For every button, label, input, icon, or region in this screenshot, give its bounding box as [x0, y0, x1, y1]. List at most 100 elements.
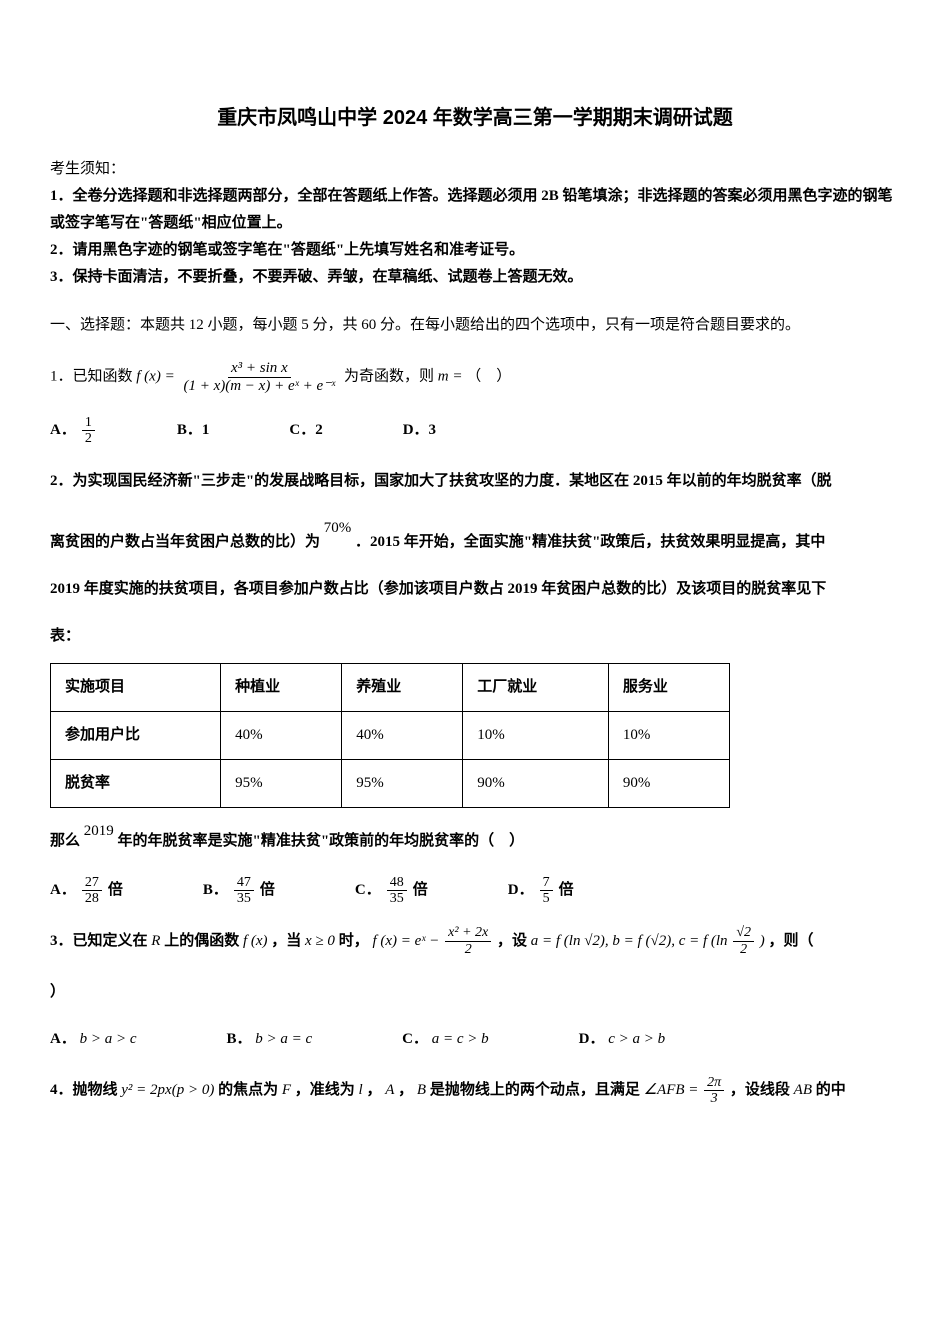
q3-last-frac: √2 2: [733, 925, 754, 957]
q3-options: A． b > a > c B． b > a = c C． a = c > b D…: [50, 1023, 900, 1056]
q1-stem-b: 为奇函数，则: [344, 368, 434, 384]
notice-head: 考生须知：: [50, 156, 900, 183]
q1-opt-a: A． 1 2: [50, 414, 97, 447]
q3-opt-d: D． c > a > b: [579, 1023, 666, 1056]
q2-opt-a-frac: 27 28: [82, 875, 102, 907]
q3-opt-b: B． b > a = c: [227, 1023, 313, 1056]
q1-fraction: x³ + sin x (1 + x)(m − x) + eˣ + e⁻ˣ: [180, 360, 338, 394]
q3-stem-g: ）: [50, 976, 900, 1009]
q3-lf-den: 2: [737, 942, 750, 957]
q2-line2: 离贫困的户数占当年贫困户总数的比）为 70% ．2015 年开始，全面实施"精准…: [50, 512, 900, 559]
q4-ang-den: 3: [708, 1091, 721, 1106]
q2-opt-a-num: 27: [82, 875, 102, 891]
page-title: 重庆市凤鸣山中学 2024 年数学高三第一学期期末调研试题: [50, 100, 900, 136]
q2-line4: 表：: [50, 620, 900, 653]
q3-stem-d: 时，: [339, 933, 369, 949]
q1-denominator: (1 + x)(m − x) + eˣ + e⁻ˣ: [180, 378, 338, 395]
q3-R: R: [151, 933, 160, 949]
q3-opt-d-label: D．: [579, 1031, 605, 1047]
q2-opt-a: A． 27 28 倍: [50, 875, 123, 907]
q1-numerator: x³ + sin x: [228, 360, 291, 378]
q3-fx: f (x): [243, 933, 268, 949]
q4-stem-e: ，: [398, 1082, 413, 1098]
q2-r2-3: 90%: [608, 760, 729, 808]
q2-year: 2019: [84, 823, 114, 839]
q1-opt-d: D．3: [403, 414, 436, 447]
table-row: 脱贫率 95% 95% 90% 90%: [51, 760, 730, 808]
q2-th-0: 实施项目: [51, 664, 221, 712]
q2-r2-2: 90%: [463, 760, 609, 808]
q2-opt-c-num: 48: [387, 875, 407, 891]
table-row: 实施项目 种植业 养殖业 工厂就业 服务业: [51, 664, 730, 712]
q2-r1-label: 参加用户比: [51, 712, 221, 760]
q4-ang-num: 2π: [704, 1075, 724, 1091]
q2-opt-a-suf: 倍: [108, 877, 123, 904]
q3-opt-b-expr: b > a = c: [255, 1031, 312, 1047]
q2-after-a: 那么: [50, 833, 80, 849]
q2-opt-a-den: 28: [82, 891, 102, 906]
q2-opt-d-suf: 倍: [559, 877, 574, 904]
q4-stem-a: 4．抛物线: [50, 1082, 118, 1098]
q3-opt-a-label: A．: [50, 1031, 76, 1047]
q3-opt-c-label: C．: [402, 1031, 428, 1047]
q4-stem-h: 的中: [816, 1082, 846, 1098]
q1-opt-a-den: 2: [82, 431, 95, 446]
q2-opt-c: C． 48 35 倍: [355, 875, 428, 907]
q2-opt-d: D． 7 5 倍: [508, 875, 574, 907]
q3-close: ): [760, 933, 765, 949]
q2-r1-0: 40%: [221, 712, 342, 760]
q2-r1-2: 10%: [463, 712, 609, 760]
q2-opt-c-frac: 48 35: [387, 875, 407, 907]
q3-opt-a: A． b > a > c: [50, 1023, 137, 1056]
q1-opt-c: C．2: [289, 414, 322, 447]
q3-stem-f: ，则（: [769, 933, 814, 949]
q4-stem-b: 的焦点为: [218, 1082, 278, 1098]
q2-r2-1: 95%: [342, 760, 463, 808]
q2-opt-b-den: 35: [234, 891, 254, 906]
q2-opt-a-label: A．: [50, 877, 76, 904]
q1-options: A． 1 2 B．1 C．2 D．3: [50, 414, 900, 447]
q2-r2-label: 脱贫率: [51, 760, 221, 808]
question-2: 2．为实现国民经济新"三步走"的发展战略目标，国家加大了扶贫攻坚的力度．某地区在…: [50, 465, 900, 653]
q2-opt-d-den: 5: [540, 891, 553, 906]
q2-stem-c: ．2015 年开始，全面实施"精准扶贫"政策后，扶贫效果明显提高，其中: [355, 534, 825, 550]
q2-options: A． 27 28 倍 B． 47 35 倍 C． 48 35 倍 D． 7 5 …: [50, 875, 900, 907]
question-4: 4．抛物线 y² = 2px(p > 0) 的焦点为 F ，准线为 l ， A …: [50, 1074, 900, 1107]
q2-th-1: 种植业: [221, 664, 342, 712]
q2-r1-3: 10%: [608, 712, 729, 760]
q2-opt-d-num: 7: [540, 875, 553, 891]
q1-opt-a-frac: 1 2: [82, 415, 95, 447]
q2-opt-b-label: B．: [203, 877, 228, 904]
q4-stem-g: ，设线段: [730, 1082, 790, 1098]
q4-AB: AB: [794, 1082, 812, 1098]
q2-opt-d-label: D．: [508, 877, 534, 904]
section1-heading: 一、选择题：本题共 12 小题，每小题 5 分，共 60 分。在每小题给出的四个…: [50, 309, 900, 342]
q3-opt-c: C． a = c > b: [402, 1023, 489, 1056]
notice-item-3: 3．保持卡面清洁，不要折叠，不要弄破、弄皱，在草稿纸、试题卷上答题无效。: [50, 264, 900, 291]
q4-F: F: [282, 1082, 291, 1098]
q2-opt-d-frac: 7 5: [540, 875, 553, 907]
q3-stem-a: 3．已知定义在: [50, 933, 148, 949]
q3-cond: x ≥ 0: [305, 933, 335, 949]
q4-angle: ∠AFB =: [644, 1082, 699, 1098]
q1-stem-a: 1．已知函数: [50, 368, 133, 384]
table-row: 参加用户比 40% 40% 10% 10%: [51, 712, 730, 760]
q3-opt-c-expr: a = c > b: [432, 1031, 489, 1047]
q3-eq-lhs: f (x) = eˣ −: [372, 933, 439, 949]
q3-opt-b-label: B．: [227, 1031, 252, 1047]
q4-eq1: y² = 2px(p > 0): [121, 1082, 214, 1098]
q4-l: l: [359, 1082, 363, 1098]
q4-B: B: [417, 1082, 426, 1098]
q3-lf-num: √2: [733, 925, 754, 941]
q2-after: 那么 2019 年的年脱贫率是实施"精准扶贫"政策前的年均脱贫率的（ ）: [50, 818, 900, 855]
q2-opt-b-frac: 47 35: [234, 875, 254, 907]
q2-th-4: 服务业: [608, 664, 729, 712]
q2-opt-b-num: 47: [234, 875, 254, 891]
q2-r1-1: 40%: [342, 712, 463, 760]
question-3: 3．已知定义在 R 上的偶函数 f (x) ，当 x ≥ 0 时， f (x) …: [50, 925, 900, 1056]
q4-A: A: [385, 1082, 394, 1098]
q2-th-3: 工厂就业: [463, 664, 609, 712]
q3-eq-frac: x² + 2x 2: [445, 925, 491, 957]
q1-paren: （ ）: [466, 368, 511, 384]
q2-line3: 2019 年度实施的扶贫项目，各项目参加户数占比（参加该项目户数占 2019 年…: [50, 573, 900, 606]
